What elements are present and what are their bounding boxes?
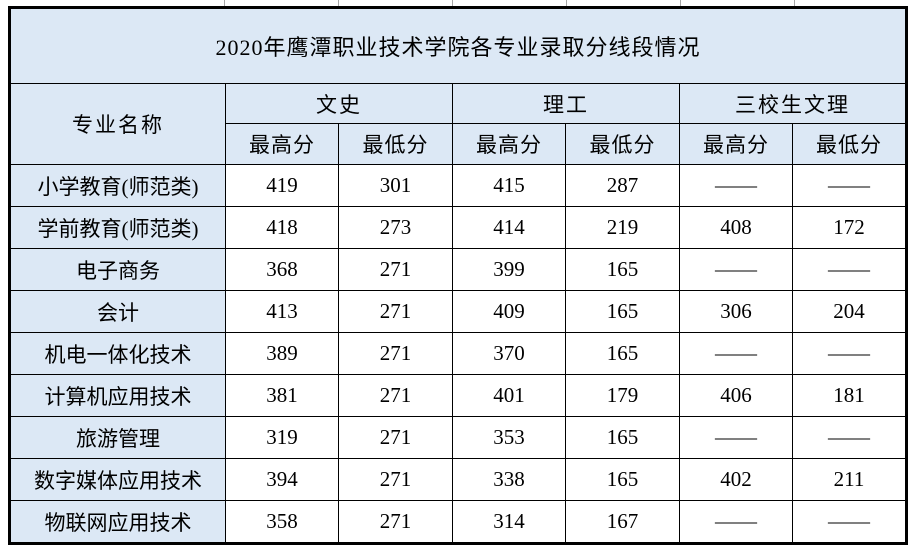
table-body: 小学教育(师范类) 419 301 415 287 —— —— 学前教育(师范类) 418 273… bbox=[9, 164, 908, 544]
score-cell: 418 bbox=[225, 206, 339, 249]
spreadsheet-gridline-sliver bbox=[0, 0, 916, 6]
score-cell: 219 bbox=[565, 206, 680, 249]
column-group-science: 理工 bbox=[452, 83, 680, 124]
score-cell: —— bbox=[679, 416, 793, 459]
score-cell: 167 bbox=[565, 500, 680, 544]
score-cell: —— bbox=[791, 248, 908, 291]
sub-header-row: 最高分 最低分 最高分 最低分 最高分 最低分 bbox=[10, 123, 908, 165]
score-cell: —— bbox=[791, 332, 908, 375]
sub-header-min-score: 最低分 bbox=[791, 123, 908, 165]
score-cell: 406 bbox=[679, 374, 793, 417]
score-cell: —— bbox=[791, 500, 908, 544]
score-cell: —— bbox=[679, 248, 793, 291]
table-row: 小学教育(师范类) 419 301 415 287 —— —— bbox=[9, 164, 908, 207]
major-name-cell: 数字媒体应用技术 bbox=[9, 458, 226, 501]
score-cell: 413 bbox=[225, 290, 339, 333]
sub-header-max-score: 最高分 bbox=[452, 123, 566, 165]
major-name-cell: 计算机应用技术 bbox=[9, 374, 226, 417]
score-cell: 368 bbox=[225, 248, 339, 291]
score-cell: 271 bbox=[338, 458, 453, 501]
table-row: 会计 413 271 409 165 306 204 bbox=[9, 290, 908, 333]
major-name-cell: 旅游管理 bbox=[9, 416, 226, 459]
score-cell: 414 bbox=[452, 206, 566, 249]
score-cell: 271 bbox=[338, 416, 453, 459]
score-cell: 271 bbox=[338, 500, 453, 544]
table-title: 2020年鹰潭职业技术学院各专业录取分线段情况 bbox=[8, 7, 908, 84]
score-cell: 419 bbox=[225, 164, 339, 207]
score-cell: 415 bbox=[452, 164, 566, 207]
score-cell: 165 bbox=[565, 248, 680, 291]
title-row: 2020年鹰潭职业技术学院各专业录取分线段情况 bbox=[8, 7, 908, 84]
score-cell: 389 bbox=[225, 332, 339, 375]
score-cell: 271 bbox=[338, 290, 453, 333]
score-cell: 394 bbox=[225, 458, 339, 501]
score-cell: —— bbox=[791, 164, 908, 207]
score-cell: 409 bbox=[452, 290, 566, 333]
score-cell: 273 bbox=[338, 206, 453, 249]
table-row: 电子商务 368 271 399 165 —— —— bbox=[9, 248, 908, 291]
table-row: 机电一体化技术 389 271 370 165 —— —— bbox=[9, 332, 908, 375]
gridline-tick bbox=[680, 0, 681, 6]
score-cell: 402 bbox=[679, 458, 793, 501]
table-row: 数字媒体应用技术 394 271 338 165 402 211 bbox=[9, 458, 908, 501]
score-cell: 172 bbox=[791, 206, 908, 249]
score-cell: 181 bbox=[791, 374, 908, 417]
gridline-tick bbox=[452, 0, 453, 6]
score-cell: 287 bbox=[565, 164, 680, 207]
admission-score-table: 2020年鹰潭职业技术学院各专业录取分线段情况 专业名称 文史 理工 三校生文理… bbox=[8, 6, 909, 545]
column-group-vocational: 三校生文理 bbox=[678, 83, 908, 124]
score-cell: 271 bbox=[338, 248, 453, 291]
gridline-tick bbox=[338, 0, 339, 6]
score-cell: 271 bbox=[338, 374, 453, 417]
score-cell: 165 bbox=[565, 416, 680, 459]
group-header-row: 专业名称 文史 理工 三校生文理 bbox=[9, 83, 908, 165]
sub-header-max-score: 最高分 bbox=[679, 123, 793, 165]
score-cell: 353 bbox=[452, 416, 566, 459]
score-cell: 165 bbox=[565, 290, 680, 333]
score-cell: 319 bbox=[225, 416, 339, 459]
score-cell: 211 bbox=[791, 458, 908, 501]
sub-header-min-score: 最低分 bbox=[565, 123, 680, 165]
gridline-tick bbox=[224, 0, 225, 6]
score-cell: —— bbox=[791, 416, 908, 459]
score-cell: 301 bbox=[338, 164, 453, 207]
score-cell: 204 bbox=[791, 290, 908, 333]
column-header-major-name: 专业名称 bbox=[9, 83, 226, 165]
score-cell: 179 bbox=[565, 374, 680, 417]
major-name-cell: 物联网应用技术 bbox=[9, 500, 226, 544]
score-cell: 165 bbox=[565, 332, 680, 375]
gridline-tick bbox=[566, 0, 567, 6]
column-group-liberal-arts: 文史 bbox=[225, 83, 453, 124]
table-row: 计算机应用技术 381 271 401 179 406 181 bbox=[9, 374, 908, 417]
score-cell: 381 bbox=[225, 374, 339, 417]
gridline-tick bbox=[794, 0, 795, 6]
major-name-cell: 会计 bbox=[9, 290, 226, 333]
score-cell: 306 bbox=[679, 290, 793, 333]
table-header: 2020年鹰潭职业技术学院各专业录取分线段情况 专业名称 文史 理工 三校生文理… bbox=[8, 7, 908, 165]
score-cell: 399 bbox=[452, 248, 566, 291]
score-cell: 314 bbox=[452, 500, 566, 544]
major-name-cell: 学前教育(师范类) bbox=[9, 206, 226, 249]
score-cell: —— bbox=[679, 500, 793, 544]
sub-header-max-score: 最高分 bbox=[225, 123, 339, 165]
score-cell: —— bbox=[679, 164, 793, 207]
score-cell: 370 bbox=[452, 332, 566, 375]
table-row: 物联网应用技术 358 271 314 167 —— —— bbox=[9, 500, 908, 544]
score-cell: —— bbox=[679, 332, 793, 375]
major-name-cell: 电子商务 bbox=[9, 248, 226, 291]
sub-header-min-score: 最低分 bbox=[338, 123, 453, 165]
score-cell: 408 bbox=[679, 206, 793, 249]
score-cell: 338 bbox=[452, 458, 566, 501]
score-cell: 401 bbox=[452, 374, 566, 417]
table-row: 学前教育(师范类) 418 273 414 219 408 172 bbox=[9, 206, 908, 249]
major-name-cell: 小学教育(师范类) bbox=[9, 164, 226, 207]
major-name-cell: 机电一体化技术 bbox=[9, 332, 226, 375]
score-cell: 358 bbox=[225, 500, 339, 544]
table-row: 旅游管理 319 271 353 165 —— —— bbox=[9, 416, 908, 459]
score-cell: 165 bbox=[565, 458, 680, 501]
score-cell: 271 bbox=[338, 332, 453, 375]
